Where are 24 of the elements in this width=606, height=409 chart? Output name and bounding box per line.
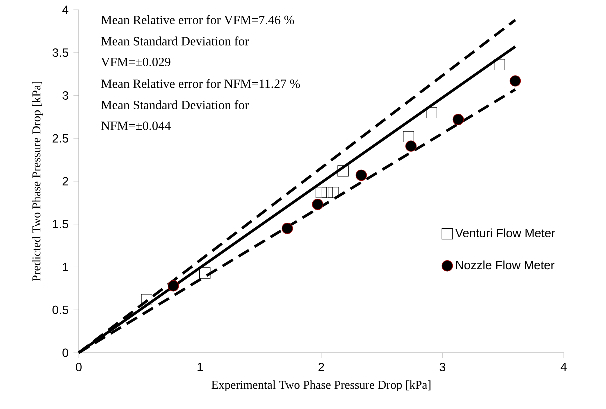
x-tick-label: 3 xyxy=(440,363,446,372)
legend-label: Venturi Flow Meter xyxy=(456,228,556,238)
x-tick-label: 4 xyxy=(560,363,567,372)
x-tick-label: 2 xyxy=(318,363,324,372)
annotation: Mean Standard Deviation for xyxy=(101,36,250,46)
x-tick-label: 1 xyxy=(198,363,203,372)
annotation: VFM=±0.029 xyxy=(101,58,171,67)
annotation: Mean Standard Deviation for xyxy=(101,100,250,110)
annotation: Mean Relative error for NFM=11.27 % xyxy=(101,79,300,88)
y-axis-title: Predicted Two Phase Pressure Drop [kPa] xyxy=(32,82,44,282)
y-tick-label: 2.5 xyxy=(52,134,68,143)
y-tick-label: 1.5 xyxy=(53,220,68,229)
x-axis-title: Experimental Two Phase Pressure Drop [kPa] xyxy=(212,380,431,392)
y-tick-label: 3.5 xyxy=(52,48,68,58)
y-tick-label: 0.5 xyxy=(52,306,68,314)
y-tick-label: 1 xyxy=(63,263,68,272)
x-tick-label: 0 xyxy=(76,363,82,372)
legend-label: Nozzle Flow Meter xyxy=(456,260,555,270)
y-tick-label: 4 xyxy=(62,6,69,14)
y-tick-label: 3 xyxy=(62,91,68,100)
annotation: Mean Relative error for VFM=7.46 % xyxy=(101,15,294,25)
annotation: NFM=±0.044 xyxy=(101,122,171,130)
y-tick-label: 0 xyxy=(62,348,68,358)
y-tick-label: 2 xyxy=(62,177,68,186)
